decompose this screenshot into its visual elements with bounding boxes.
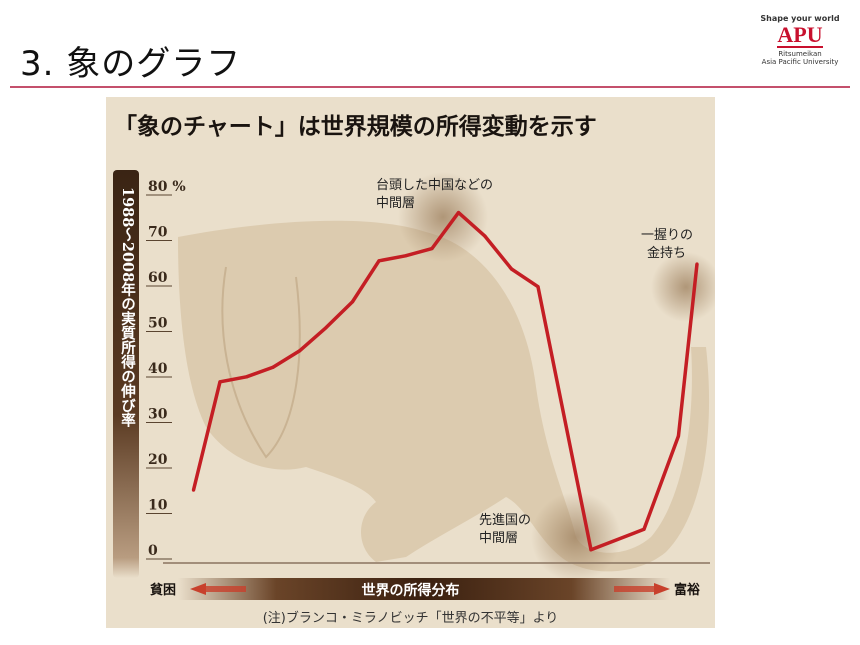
y-tick-label: 40 bbox=[148, 361, 168, 377]
data-point bbox=[403, 254, 408, 258]
chart-title: 「象のチャート」は世界規模の所得変動を示す bbox=[114, 113, 597, 140]
apu-logo: Shape your world APU Ritsumeikan Asia Pa… bbox=[752, 14, 848, 66]
logo-university-1: Ritsumeikan bbox=[778, 50, 822, 58]
data-point bbox=[324, 326, 328, 330]
x-axis-label: 世界の所得分布 bbox=[361, 583, 460, 599]
source-note: (注)ブランコ・ミラノビッチ「世界の不平等」より bbox=[262, 611, 559, 626]
logo-tagline: Shape your world bbox=[760, 14, 840, 23]
chart-plot: 0 10 20 30 40 50 60 70 80 % 台頭した中国などの 中間層 先進国の 中… bbox=[146, 172, 715, 600]
x-left-label: 貧困 bbox=[150, 583, 177, 598]
y-tick-label: 80 % bbox=[148, 179, 186, 195]
data-point bbox=[509, 267, 514, 271]
elephant-silhouette bbox=[178, 220, 710, 572]
y-axis-band bbox=[113, 170, 139, 578]
slide-title: 3. 象のグラフ bbox=[20, 44, 242, 84]
y-tick-label: 50 bbox=[148, 316, 168, 332]
y-tick-label: 20 bbox=[148, 452, 168, 468]
annotation-china-2: 中間層 bbox=[376, 196, 415, 211]
y-tick-label: 60 bbox=[148, 270, 168, 286]
annotation-developed-1: 先進国の bbox=[479, 513, 531, 528]
arrow-left-shaft bbox=[206, 586, 246, 592]
annotation-rich-1: 一握りの bbox=[641, 228, 693, 243]
data-point bbox=[377, 259, 381, 263]
data-point bbox=[676, 434, 681, 438]
y-tick-label: 70 bbox=[148, 225, 168, 241]
arrow-left bbox=[190, 583, 206, 595]
y-axis-label: 1988～2008年の実質所得の伸び率 bbox=[119, 187, 136, 428]
data-point bbox=[297, 349, 302, 353]
data-point bbox=[536, 285, 540, 289]
annotation-rich-2: 金持ち bbox=[647, 245, 686, 261]
spotlight-developed bbox=[531, 492, 621, 582]
logo-mark: APU bbox=[777, 22, 823, 48]
arrow-right bbox=[654, 583, 670, 595]
data-point bbox=[271, 365, 275, 369]
series-line bbox=[191, 210, 699, 552]
y-tick-label: 10 bbox=[148, 498, 168, 514]
data-point bbox=[350, 300, 355, 304]
data-point bbox=[430, 246, 434, 251]
title-divider bbox=[10, 86, 850, 88]
data-point bbox=[642, 527, 646, 531]
data-point bbox=[695, 262, 699, 266]
x-axis-band bbox=[178, 578, 670, 600]
chart-panel: 「象のチャート」は世界規模の所得変動を示す 1988～2008年の実質所得の伸び… bbox=[106, 97, 715, 628]
annotation-developed-2: 中間層 bbox=[479, 531, 518, 546]
y-tick-label: 0 bbox=[148, 543, 158, 559]
data-point bbox=[456, 210, 461, 215]
spotlight-china bbox=[398, 172, 488, 262]
data-point bbox=[218, 380, 222, 384]
spotlight-rich bbox=[651, 252, 715, 322]
data-point bbox=[589, 548, 593, 552]
data-point bbox=[483, 234, 487, 238]
data-point bbox=[191, 488, 196, 492]
annotation-china-1: 台頭した中国などの bbox=[376, 178, 493, 193]
data-point bbox=[244, 375, 249, 379]
x-right-label: 富裕 bbox=[674, 583, 701, 598]
y-tick-label: 30 bbox=[148, 407, 168, 423]
arrow-right-shaft bbox=[614, 586, 654, 592]
logo-university-2: Asia Pacific University bbox=[761, 58, 839, 66]
